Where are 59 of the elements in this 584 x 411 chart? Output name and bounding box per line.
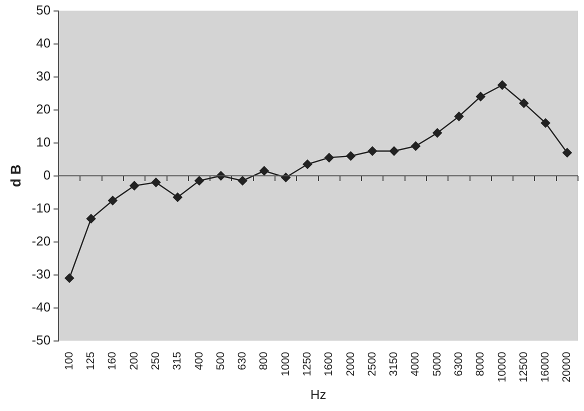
x-tick-label: 5000: [431, 352, 444, 376]
x-tick-label: 800: [258, 352, 270, 370]
y-tick-label: -40: [32, 299, 51, 314]
point: [64, 273, 74, 283]
point: [260, 166, 269, 176]
point: [411, 141, 420, 151]
x-tick-label: 315: [172, 352, 184, 370]
point: [194, 176, 204, 186]
x-tick-label: 2500: [366, 352, 378, 376]
y-tick-label: 30: [36, 68, 51, 84]
point: [454, 112, 464, 122]
x-tick-label: 500: [214, 352, 227, 370]
x-tick-label: 12500: [518, 352, 530, 382]
x-tick-label: 1600: [323, 352, 336, 376]
x-tick-label: 100: [63, 352, 76, 370]
y-tick-label: -50: [32, 332, 51, 348]
x-tick-label: 250: [150, 352, 162, 370]
point: [432, 128, 442, 138]
point: [476, 92, 486, 102]
point: [108, 196, 118, 206]
x-tick-label: 10000: [496, 352, 508, 382]
y-tick-label: 10: [36, 134, 51, 150]
y-tick-label: -10: [32, 200, 51, 216]
point: [86, 214, 96, 224]
y-tick-label: 50: [36, 2, 51, 18]
x-axis-title: Hz: [310, 386, 326, 402]
x-tick-label: 20000: [561, 352, 574, 382]
point: [238, 176, 248, 186]
point: [324, 153, 334, 162]
x-tick-label: 400: [193, 352, 206, 370]
y-tick-label: 0: [43, 167, 51, 182]
point: [172, 192, 182, 202]
point: [346, 151, 356, 161]
x-tick-label: 16000: [540, 352, 552, 382]
x-tick-label: 630: [236, 352, 249, 370]
point: [368, 146, 378, 156]
point: [302, 160, 312, 169]
x-tick-label: 8000: [474, 352, 487, 376]
x-tick-label: 200: [128, 352, 140, 370]
y-tick-label: -30: [32, 266, 51, 282]
x-tick-label: 1000: [280, 352, 292, 376]
y-tick-label: 20: [36, 101, 51, 116]
point: [389, 146, 399, 156]
x-tick-label: 1250: [302, 352, 314, 376]
point: [130, 181, 139, 190]
x-tick-label: 125: [85, 352, 98, 370]
point: [151, 178, 161, 188]
x-tick-label: 2000: [344, 352, 357, 376]
point: [498, 80, 507, 90]
y-tick-label: -20: [32, 233, 51, 248]
point: [562, 148, 572, 158]
point: [540, 118, 550, 128]
x-tick-label: 4000: [410, 352, 422, 376]
point: [519, 98, 529, 108]
x-tick-label: 6300: [453, 352, 465, 376]
y-axis-title: d B: [7, 164, 24, 188]
y-tick-label: 40: [36, 35, 51, 50]
x-tick-label: 160: [106, 352, 119, 370]
x-tick-label: 3150: [388, 352, 400, 376]
